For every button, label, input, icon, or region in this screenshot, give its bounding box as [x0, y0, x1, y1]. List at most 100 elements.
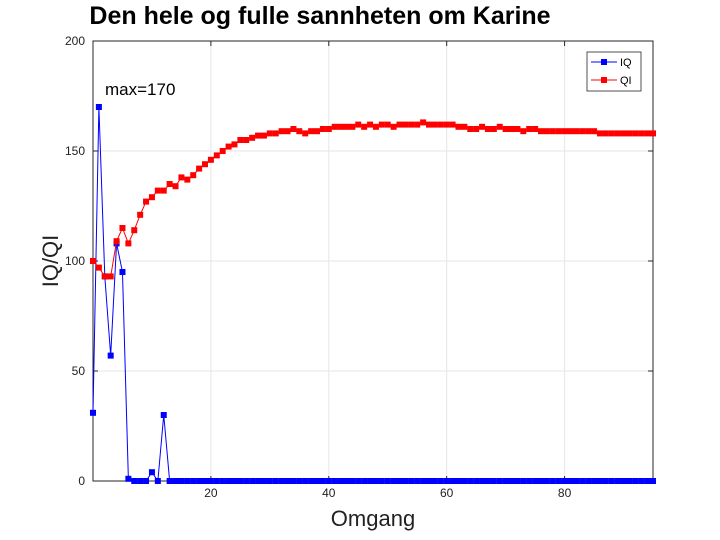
- data-point-qi: [184, 176, 191, 183]
- data-point-qi: [172, 183, 179, 190]
- data-point-qi: [602, 130, 609, 137]
- data-point-iq: [384, 478, 391, 484]
- data-point-iq: [467, 478, 474, 484]
- data-point-qi: [543, 128, 550, 135]
- data-point-iq: [343, 478, 350, 484]
- data-point-iq: [396, 478, 403, 484]
- data-point-iq: [520, 478, 527, 484]
- data-point-iq: [402, 478, 409, 484]
- data-point-qi: [549, 128, 556, 135]
- data-point-iq: [543, 478, 550, 484]
- data-point-iq: [290, 478, 297, 484]
- data-point-iq: [632, 478, 639, 484]
- x-tick-label: 40: [322, 486, 336, 500]
- data-point-iq: [437, 478, 444, 484]
- data-point-iq: [473, 478, 480, 484]
- y-axis-label: IQ/QI: [38, 235, 63, 288]
- data-point-iq: [355, 478, 362, 484]
- data-point-iq: [596, 478, 603, 484]
- data-point-qi: [473, 126, 480, 132]
- data-point-iq: [160, 412, 167, 418]
- data-point-iq: [620, 478, 627, 484]
- data-point-iq: [296, 478, 303, 484]
- data-point-iq: [196, 478, 203, 484]
- data-point-qi: [644, 130, 651, 137]
- data-point-qi: [90, 258, 96, 264]
- y-tick-label: 200: [65, 34, 85, 48]
- data-point-qi: [402, 121, 409, 128]
- data-point-iq: [202, 478, 208, 484]
- data-point-iq: [644, 478, 651, 484]
- data-point-iq: [331, 478, 338, 484]
- data-point-qi: [455, 123, 462, 130]
- data-point-iq: [567, 478, 574, 484]
- data-point-qi: [178, 174, 185, 181]
- series-layer: [90, 104, 656, 484]
- max-annotation: max=170: [105, 80, 175, 99]
- data-point-qi: [237, 137, 244, 143]
- data-point-qi: [196, 165, 203, 172]
- data-point-iq: [378, 478, 385, 484]
- data-point-qi: [372, 123, 379, 130]
- chart-title: Den hele og fulle sannheten om Karine: [89, 2, 550, 30]
- data-point-qi: [101, 273, 108, 280]
- data-point-qi: [343, 123, 350, 130]
- data-point-iq: [602, 478, 609, 484]
- data-point-qi: [461, 123, 468, 130]
- data-point-iq: [461, 478, 468, 484]
- data-point-iq: [614, 478, 621, 484]
- data-point-iq: [561, 478, 568, 484]
- data-point-iq: [502, 478, 509, 484]
- data-point-qi: [119, 225, 126, 231]
- data-point-qi: [579, 128, 586, 135]
- data-point-qi: [508, 126, 515, 132]
- data-point-qi: [437, 121, 444, 128]
- data-point-iq: [314, 478, 320, 484]
- data-point-qi: [567, 128, 574, 135]
- data-point-qi: [555, 128, 562, 135]
- data-point-iq: [237, 478, 244, 484]
- x-tick-label: 20: [204, 486, 218, 500]
- y-tick-label: 0: [78, 474, 85, 488]
- data-point-iq: [325, 478, 332, 484]
- data-point-qi: [490, 126, 497, 132]
- data-point-iq: [207, 478, 214, 484]
- y-tick-label: 100: [65, 254, 85, 268]
- data-point-qi: [113, 238, 120, 245]
- data-point-iq: [255, 478, 262, 484]
- data-point-qi: [620, 130, 627, 137]
- data-point-iq: [431, 478, 438, 484]
- data-point-iq: [172, 478, 179, 484]
- data-point-iq: [143, 478, 150, 484]
- data-point-iq: [166, 478, 173, 484]
- data-point-qi: [414, 121, 421, 128]
- x-tick-label: 80: [558, 486, 572, 500]
- data-point-qi: [479, 123, 486, 130]
- data-point-iq: [90, 409, 96, 416]
- legend-label-qi: QI: [620, 75, 632, 87]
- data-point-iq: [585, 478, 592, 484]
- data-point-iq: [538, 478, 544, 484]
- data-point-qi: [585, 128, 592, 135]
- data-point-iq: [107, 352, 114, 359]
- data-point-qi: [231, 141, 238, 148]
- grid: [93, 41, 653, 481]
- data-point-qi: [125, 240, 132, 247]
- data-point-iq: [219, 478, 226, 484]
- data-point-iq: [243, 478, 250, 484]
- data-point-iq: [573, 478, 580, 484]
- data-point-iq: [408, 478, 415, 484]
- data-point-qi: [449, 121, 456, 128]
- data-point-qi: [426, 121, 432, 128]
- data-point-qi: [143, 198, 150, 205]
- data-point-qi: [614, 130, 621, 137]
- data-point-qi: [284, 128, 291, 135]
- data-point-qi: [378, 121, 385, 128]
- data-point-qi: [443, 121, 450, 128]
- data-point-qi: [337, 123, 344, 130]
- data-point-iq: [490, 478, 497, 484]
- data-point-iq: [367, 478, 374, 484]
- data-point-iq: [514, 478, 521, 484]
- data-point-qi: [308, 128, 315, 135]
- data-point-qi: [148, 194, 155, 201]
